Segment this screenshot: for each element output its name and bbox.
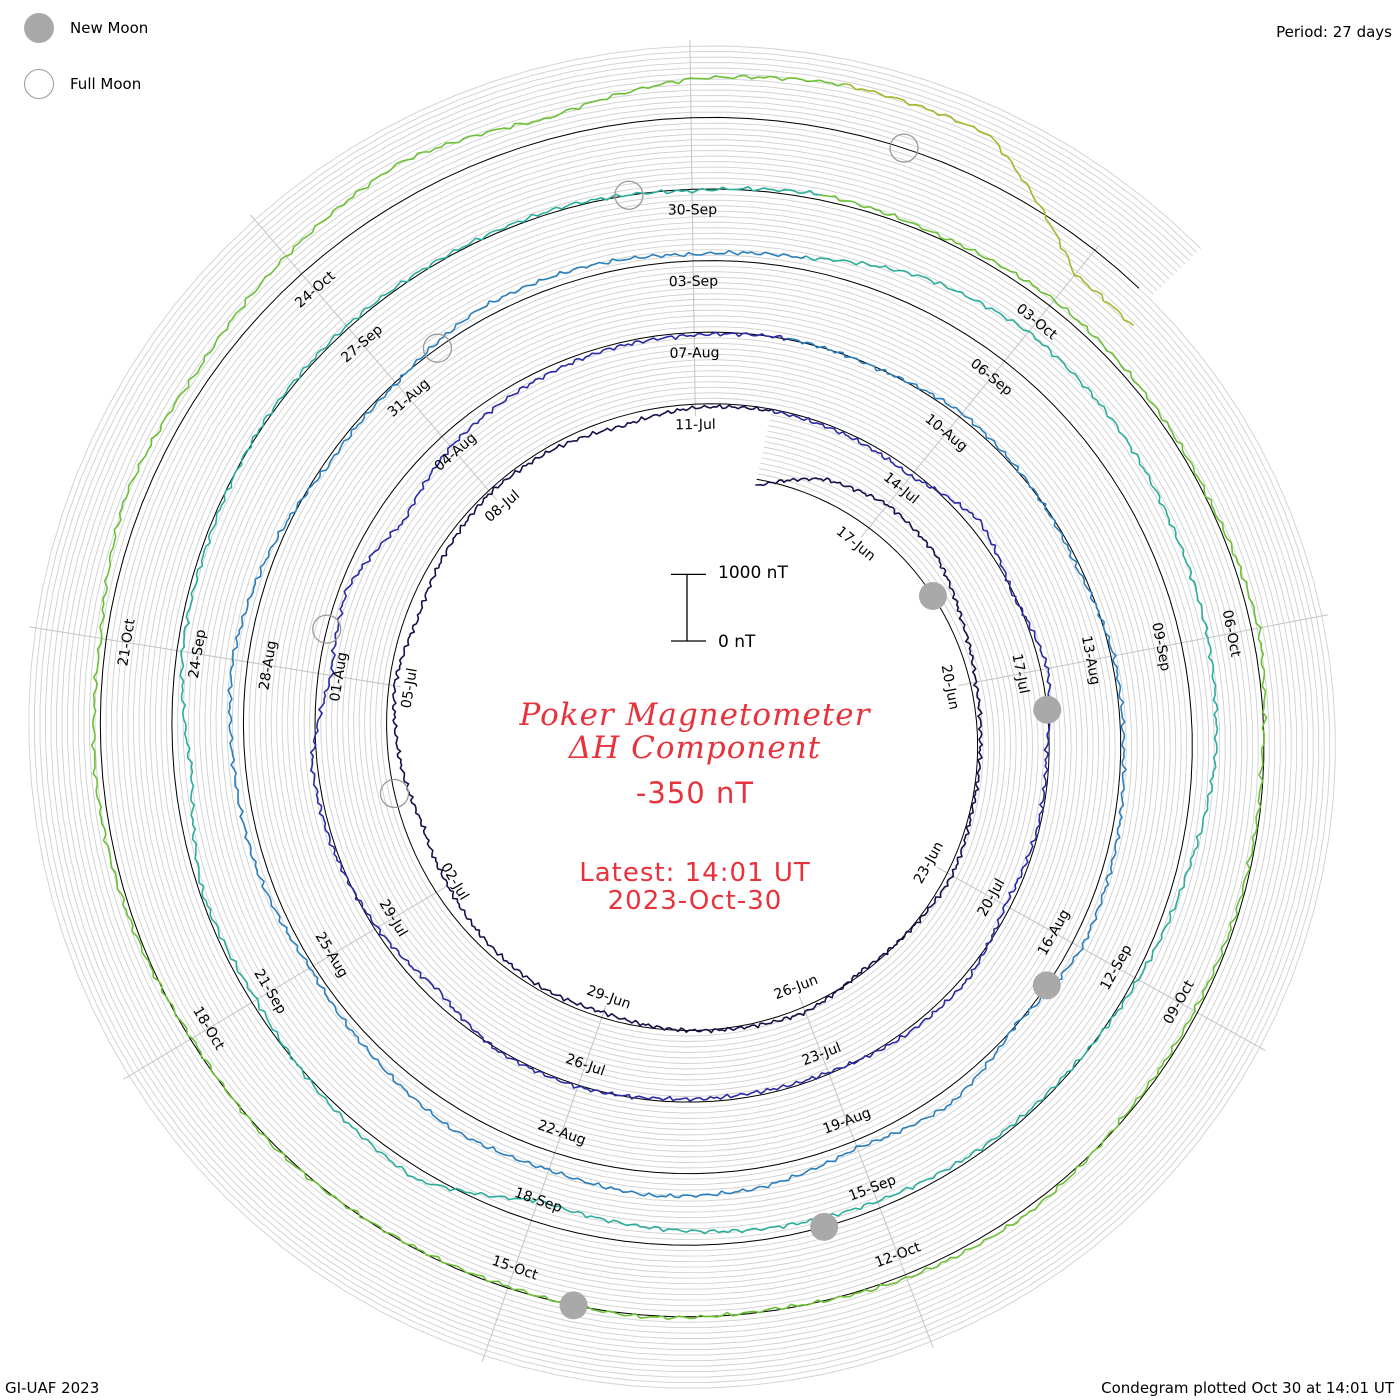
series-turn-1 xyxy=(391,404,983,1034)
series-turn-4 xyxy=(179,185,1219,1235)
date-tick-label: 07-Aug xyxy=(669,345,719,362)
date-tick-label: 14-Jul xyxy=(880,469,922,507)
grid-line xyxy=(89,106,1276,1329)
legend-new-moon: New Moon xyxy=(24,13,148,43)
series-turn-6 xyxy=(844,82,1134,327)
series-turn-2 xyxy=(309,331,1053,1102)
new-moon-marker xyxy=(559,1291,588,1320)
new-moon-marker xyxy=(1033,695,1062,724)
new-moon-marker xyxy=(1032,971,1061,1000)
current-value: -350 nT xyxy=(635,776,755,810)
full-moon-marker xyxy=(614,180,644,210)
full-moon-icon xyxy=(24,69,54,99)
date-spoke xyxy=(798,995,934,1348)
grid-line xyxy=(56,73,1309,1362)
chart-title: Poker Magnetometer xyxy=(519,697,871,733)
plotted-label: Condegram plotted Oct 30 at 14:01 UT xyxy=(1101,1379,1394,1397)
grid-line xyxy=(67,84,1298,1351)
grid-line xyxy=(72,89,1292,1345)
grid-line xyxy=(94,111,1270,1323)
date-tick-label: 21-Oct xyxy=(115,617,138,667)
scale-top-label: 1000 nT xyxy=(718,563,788,583)
date-tick-label: 30-Sep xyxy=(668,202,718,219)
zero-baseline xyxy=(99,116,1265,1318)
grid-line xyxy=(39,56,1325,1378)
date-spokes xyxy=(29,39,1329,1362)
date-tick-label: 03-Sep xyxy=(669,274,719,291)
latest-time: Latest: 14:01 UT xyxy=(579,858,811,888)
grid-line xyxy=(78,95,1287,1340)
legend-full-moon: Full Moon xyxy=(24,69,141,99)
chart-subtitle: ΔH Component xyxy=(568,730,822,766)
date-spoke xyxy=(123,885,447,1080)
full-moon-marker xyxy=(422,333,453,363)
moon-markers xyxy=(312,133,1062,1320)
date-tick-label: 08-Jul xyxy=(482,487,523,526)
date-tick-label: 24-Oct xyxy=(292,268,339,311)
date-tick-label: 17-Jul xyxy=(1008,652,1031,695)
date-tick-label: 03-Oct xyxy=(1013,301,1060,344)
grid-line xyxy=(83,100,1281,1334)
grid-line xyxy=(34,51,1331,1384)
date-tick-label: 11-Jul xyxy=(675,417,716,434)
baseline-spiral xyxy=(99,116,1265,1318)
grid-line xyxy=(61,78,1303,1356)
latest-date: 2023-Oct-30 xyxy=(607,886,783,916)
period-label: Period: 27 days xyxy=(1276,23,1392,41)
scale-bar xyxy=(671,573,706,642)
new-moon-marker xyxy=(918,581,947,610)
new-moon-marker xyxy=(810,1212,839,1241)
full-moon-marker xyxy=(312,614,342,644)
date-tick-label: 26-Jun xyxy=(772,972,820,1003)
date-tick-label: 05-Jul xyxy=(399,667,421,710)
date-tick-label: 15-Sep xyxy=(847,1172,899,1204)
date-spoke xyxy=(250,214,498,501)
legend-full-moon-label: Full Moon xyxy=(70,75,142,93)
date-tick-label: 28-Aug xyxy=(256,639,280,691)
date-tick-label: 09-Oct xyxy=(1161,977,1198,1027)
date-tick-label: 24-Sep xyxy=(186,628,210,679)
date-tick-label: 01-Aug xyxy=(327,651,351,703)
date-spoke xyxy=(481,1006,607,1362)
legend-new-moon-label: New Moon xyxy=(70,19,149,37)
full-moon-marker xyxy=(889,133,919,163)
grid-line xyxy=(50,67,1314,1367)
date-spoke xyxy=(936,866,1266,1052)
series-turn-3 xyxy=(227,249,1127,1199)
date-spoke xyxy=(860,244,1100,538)
date-spoke xyxy=(689,39,696,417)
credit-label: GI-UAF 2023 xyxy=(5,1379,100,1397)
full-moon-marker xyxy=(379,778,410,809)
date-tick-label: 18-Sep xyxy=(512,1185,564,1216)
scale-bottom-label: 0 nT xyxy=(718,632,756,652)
date-tick-label: 22-Aug xyxy=(536,1117,588,1149)
date-spoke xyxy=(29,626,401,688)
date-tick-label: 12-Oct xyxy=(873,1239,924,1271)
date-spoke xyxy=(958,614,1329,687)
new-moon-icon xyxy=(24,13,54,43)
